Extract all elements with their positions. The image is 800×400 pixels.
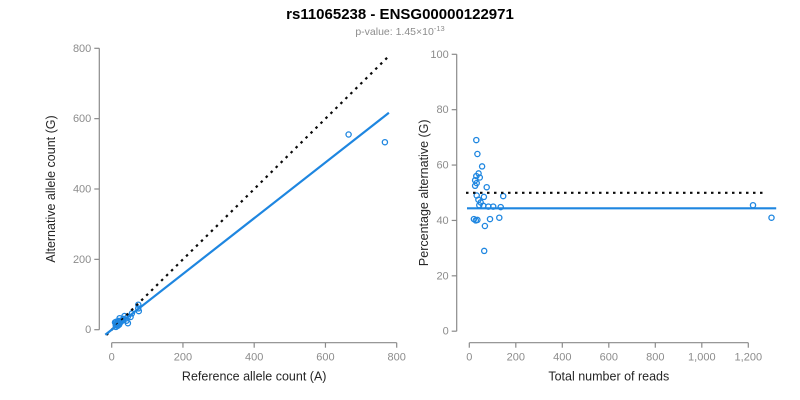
- y-tick-label: 0: [443, 326, 449, 338]
- x-axis-title: Reference allele count (A): [182, 370, 327, 384]
- y-tick-label: 20: [436, 270, 448, 282]
- scatter-point: [496, 214, 503, 221]
- scatter-point: [124, 319, 132, 327]
- pvalue-exponent: -13: [433, 24, 445, 33]
- scatter-point: [476, 174, 484, 181]
- scatter-point: [480, 247, 488, 255]
- x-axis-title: Total number of reads: [548, 370, 669, 384]
- chart-subtitle: p-value: 1.45×10-13: [0, 24, 800, 38]
- x-tick-label: 0: [466, 352, 472, 364]
- scatter-point: [497, 203, 504, 211]
- pvalue-text: p-value: 1.45×10: [355, 26, 434, 38]
- x-tick-label: 200: [507, 352, 525, 364]
- chart-title: rs11065238 - ENSG00000122971: [286, 6, 514, 23]
- scatter-point: [478, 163, 486, 170]
- y-tick-label: 60: [436, 160, 448, 172]
- x-tick-label: 0: [109, 352, 115, 364]
- x-tick-label: 1,000: [688, 352, 716, 364]
- scatter-point: [345, 131, 352, 138]
- x-tick-label: 800: [388, 352, 406, 364]
- x-tick-label: 400: [553, 352, 571, 364]
- percentage-scatter-panel: 0 20 40 60 80 100 0 200 400 600 800 1,000 1,200 Total…: [417, 49, 777, 384]
- x-tick-label: 200: [174, 352, 192, 364]
- scatter-point: [473, 172, 480, 180]
- y-tick-label: 100: [430, 49, 448, 61]
- scatter-point: [749, 201, 757, 209]
- scatter-point: [499, 192, 507, 200]
- y-tick-label: 0: [85, 324, 91, 336]
- x-tick-label: 1,200: [735, 352, 763, 364]
- y-tick-label: 800: [73, 43, 91, 55]
- x-tick-label: 600: [600, 352, 618, 364]
- y-tick-label: 80: [436, 104, 448, 116]
- x-tick-label: 600: [316, 352, 334, 364]
- scatter-point: [471, 182, 479, 190]
- y-tick-label: 200: [73, 254, 91, 266]
- scatter-point: [474, 150, 481, 158]
- fit-line: [104, 111, 390, 336]
- scatter-point: [120, 316, 127, 324]
- allele-count-scatter-panel: 0 200 400 600 800 0 200 400 600 800 Reference alle…: [44, 43, 406, 384]
- y-tick-label: 400: [73, 184, 91, 196]
- identity-line: [105, 55, 390, 336]
- x-tick-label: 800: [646, 352, 664, 364]
- x-tick-label: 400: [245, 352, 263, 364]
- scatter-point: [134, 305, 142, 312]
- y-axis-title: Alternative allele count (G): [44, 115, 58, 262]
- y-tick-label: 600: [73, 113, 91, 125]
- scatter-point: [768, 214, 775, 221]
- scatter-point: [481, 222, 489, 230]
- scatter-point: [486, 215, 494, 223]
- scatter-point: [381, 138, 389, 146]
- y-tick-label: 40: [436, 215, 448, 227]
- scatter-point: [480, 193, 488, 201]
- scatter-point: [483, 183, 490, 191]
- scatter-point: [474, 216, 481, 224]
- scatter-point: [473, 136, 480, 144]
- y-axis-title: Percentage alternative (G): [417, 119, 431, 266]
